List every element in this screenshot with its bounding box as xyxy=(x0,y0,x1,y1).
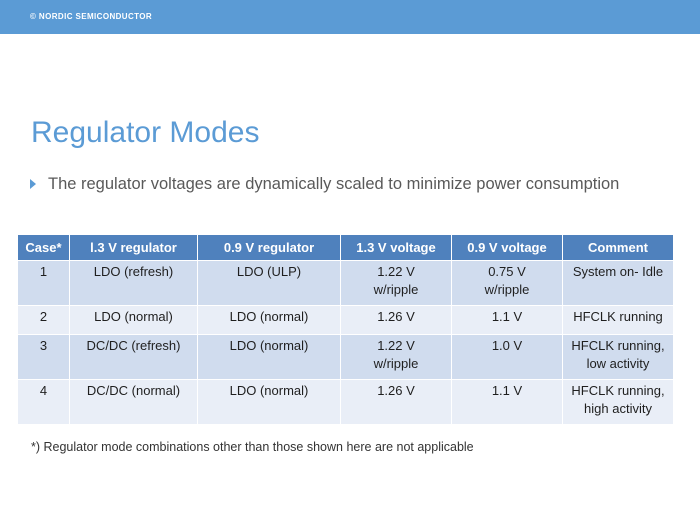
cell-comment: HFCLK running xyxy=(562,305,674,335)
cell-case: 3 xyxy=(17,334,70,380)
top-banner: © NORDIC SEMICONDUCTOR xyxy=(0,0,700,34)
cell-0v9-voltage: 1.1 V xyxy=(451,305,563,335)
cell-case: 1 xyxy=(17,260,70,306)
bullet-text: The regulator voltages are dynamically s… xyxy=(48,175,620,193)
cell-0v9-regulator: LDO (ULP) xyxy=(197,260,341,306)
table-row: 2 LDO (normal) LDO (normal) 1.26 V 1.1 V… xyxy=(17,305,674,335)
cell-comment: HFCLK running, low activity xyxy=(562,334,674,380)
cell-1v3-regulator: LDO (refresh) xyxy=(69,260,198,306)
slide-title: Regulator Modes xyxy=(31,116,260,149)
cell-1v3-regulator: LDO (normal) xyxy=(69,305,198,335)
cell-1v3-regulator: DC/DC (normal) xyxy=(69,379,198,425)
cell-0v9-regulator: LDO (normal) xyxy=(197,379,341,425)
brand-label: © NORDIC SEMICONDUCTOR xyxy=(30,12,153,21)
cell-0v9-voltage: 1.0 V xyxy=(451,334,563,380)
cell-0v9-regulator: LDO (normal) xyxy=(197,334,341,380)
regulator-modes-table: Case* l.3 V regulator 0.9 V regulator 1.… xyxy=(17,234,674,425)
header-0v9-regulator: 0.9 V regulator xyxy=(197,234,341,261)
header-1v3-regulator: l.3 V regulator xyxy=(69,234,198,261)
cell-0v9-voltage: 1.1 V xyxy=(451,379,563,425)
cell-comment: HFCLK running, high activity xyxy=(562,379,674,425)
cell-case: 2 xyxy=(17,305,70,335)
cell-1v3-regulator: DC/DC (refresh) xyxy=(69,334,198,380)
header-1v3-voltage: 1.3 V voltage xyxy=(340,234,452,261)
footnote: *) Regulator mode combinations other tha… xyxy=(31,440,474,454)
cell-case: 4 xyxy=(17,379,70,425)
table-header-row: Case* l.3 V regulator 0.9 V regulator 1.… xyxy=(17,234,674,261)
cell-1v3-voltage: 1.26 V xyxy=(340,379,452,425)
cell-comment: System on- Idle xyxy=(562,260,674,306)
table-row: 4 DC/DC (normal) LDO (normal) 1.26 V 1.1… xyxy=(17,379,674,425)
header-0v9-voltage: 0.9 V voltage xyxy=(451,234,563,261)
header-case: Case* xyxy=(17,234,70,261)
bullet-point: The regulator voltages are dynamically s… xyxy=(30,174,650,195)
bullet-arrow-icon xyxy=(30,179,36,189)
header-comment: Comment xyxy=(562,234,674,261)
cell-1v3-voltage: 1.26 V xyxy=(340,305,452,335)
cell-0v9-regulator: LDO (normal) xyxy=(197,305,341,335)
